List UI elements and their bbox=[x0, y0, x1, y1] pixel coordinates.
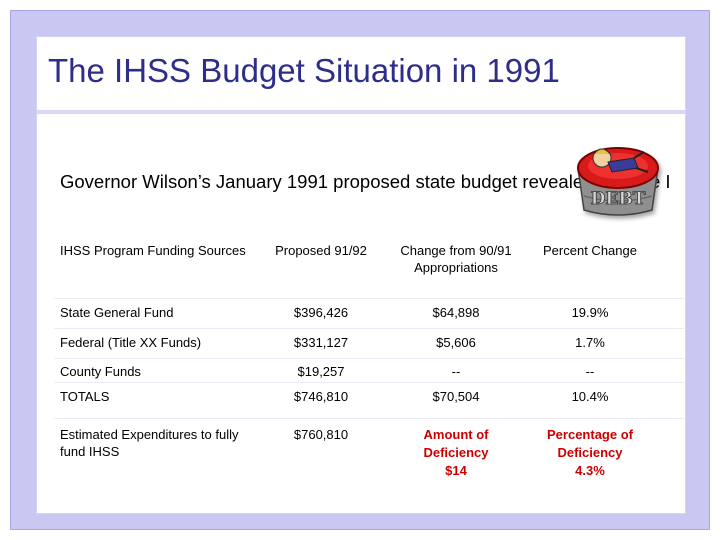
table-row: Federal (Title XX Funds) $331,127 $5,606… bbox=[54, 328, 684, 359]
row-change: $64,898 bbox=[432, 305, 480, 320]
row-proposed: $760,810 bbox=[293, 427, 349, 442]
header-funding-sources: IHSS Program Funding Sources bbox=[60, 243, 246, 258]
table-row: State General Fund $396,426 $64,898 19.9… bbox=[54, 298, 684, 329]
deficiency-amount-value: $14 bbox=[445, 463, 467, 478]
row-proposed: $746,810 bbox=[293, 389, 349, 404]
row-label: State General Fund bbox=[60, 305, 174, 320]
slide-subtitle: Governor Wilson’s January 1991 proposed … bbox=[60, 171, 671, 192]
deficiency-amount-cell: Amount of Deficiency $14 bbox=[396, 426, 516, 480]
debt-label: DEBT bbox=[591, 189, 646, 209]
row-proposed: $331,127 bbox=[293, 335, 349, 350]
row-proposed: $396,426 bbox=[293, 305, 349, 320]
row-proposed: $19,257 bbox=[297, 364, 345, 379]
deficiency-percent-cell: Percentage of Deficiency 4.3% bbox=[516, 426, 664, 480]
row-percent: 10.4% bbox=[571, 389, 609, 404]
slide-content-area bbox=[36, 36, 686, 514]
row-percent: -- bbox=[585, 364, 595, 379]
slide-title: The IHSS Budget Situation in 1991 bbox=[48, 52, 560, 89]
table-row: County Funds $19,257 -- -- bbox=[54, 358, 684, 383]
row-label: County Funds bbox=[60, 364, 141, 379]
row-label: TOTALS bbox=[60, 389, 110, 404]
deficiency-amount-label: Amount of Deficiency bbox=[423, 427, 489, 460]
deficiency-percent-label: Percentage of Deficiency bbox=[547, 427, 633, 460]
debt-bucket-icon: DEBT bbox=[572, 138, 664, 225]
row-change: $5,606 bbox=[436, 335, 476, 350]
row-percent: 1.7% bbox=[575, 335, 605, 350]
table-header-row: IHSS Program Funding Sources Proposed 91… bbox=[54, 232, 684, 299]
row-label: Federal (Title XX Funds) bbox=[60, 335, 202, 350]
row-change: $70,504 bbox=[432, 389, 480, 404]
row-label: Estimated Expenditures to fully fund IHS… bbox=[60, 427, 239, 459]
funding-table: IHSS Program Funding Sources Proposed 91… bbox=[54, 232, 684, 498]
header-proposed: Proposed 91/92 bbox=[275, 243, 367, 258]
table-row-totals: TOTALS $746,810 $70,504 10.4% bbox=[54, 382, 684, 419]
header-percent-change: Percent Change bbox=[543, 243, 637, 258]
header-change: Change from 90/91 Appropriations bbox=[400, 243, 512, 275]
row-change: -- bbox=[451, 364, 461, 379]
row-percent: 19.9% bbox=[571, 305, 609, 320]
table-row-deficiency: Estimated Expenditures to fully fund IHS… bbox=[54, 418, 684, 484]
deficiency-percent-value: 4.3% bbox=[575, 463, 605, 478]
title-divider bbox=[36, 110, 686, 114]
